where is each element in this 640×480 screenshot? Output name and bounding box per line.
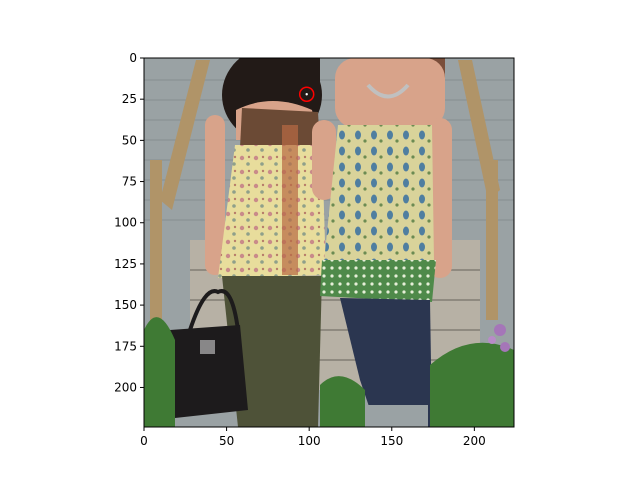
y-tick-label: 150 <box>114 298 137 312</box>
x-tick-label: 150 <box>380 434 403 448</box>
photo <box>144 58 514 427</box>
right-woman <box>312 58 452 427</box>
y-axis-ticks: 0 25 50 75 100 125 150 175 200 <box>114 51 144 394</box>
x-axis-ticks: 0 50 100 150 200 <box>140 427 486 448</box>
marker-circle <box>298 86 315 102</box>
x-tick-label: 50 <box>219 434 234 448</box>
plants <box>144 317 514 427</box>
y-tick-label: 175 <box>114 339 137 353</box>
y-tick-label: 75 <box>122 175 137 189</box>
x-tick-label: 100 <box>298 434 321 448</box>
marker-center-dot <box>305 93 308 96</box>
y-tick-label: 50 <box>122 133 137 147</box>
y-tick-label: 100 <box>114 216 137 230</box>
axes-frame <box>143 57 515 428</box>
y-tick-label: 200 <box>114 380 137 394</box>
handbag <box>170 289 248 418</box>
x-tick-label: 0 <box>140 434 148 448</box>
y-tick-label: 25 <box>122 92 137 106</box>
y-tick-label: 0 <box>129 51 137 65</box>
x-tick-label: 200 <box>463 434 486 448</box>
left-woman <box>205 58 326 427</box>
y-tick-label: 125 <box>114 257 137 271</box>
